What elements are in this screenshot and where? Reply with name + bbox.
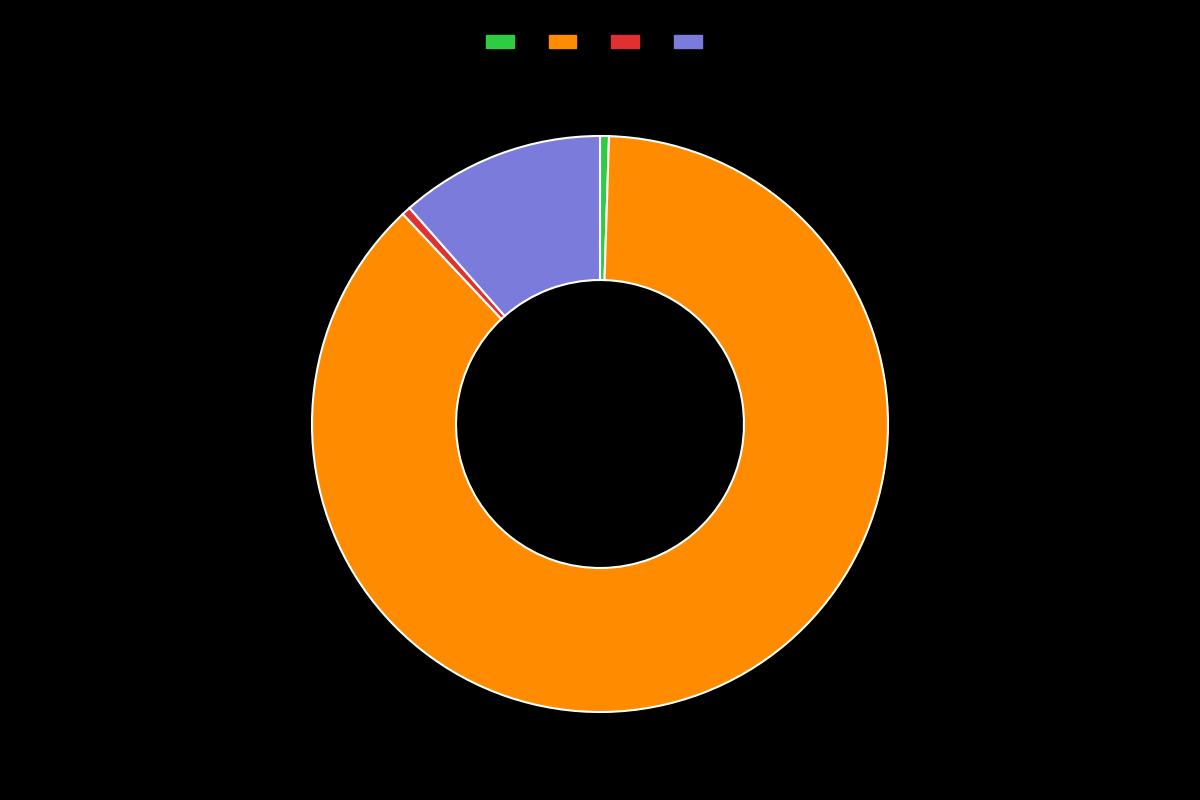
Wedge shape — [409, 136, 600, 316]
Legend: , , , : , , , — [480, 29, 720, 56]
Wedge shape — [600, 136, 610, 280]
Wedge shape — [403, 208, 505, 319]
Wedge shape — [312, 136, 888, 712]
